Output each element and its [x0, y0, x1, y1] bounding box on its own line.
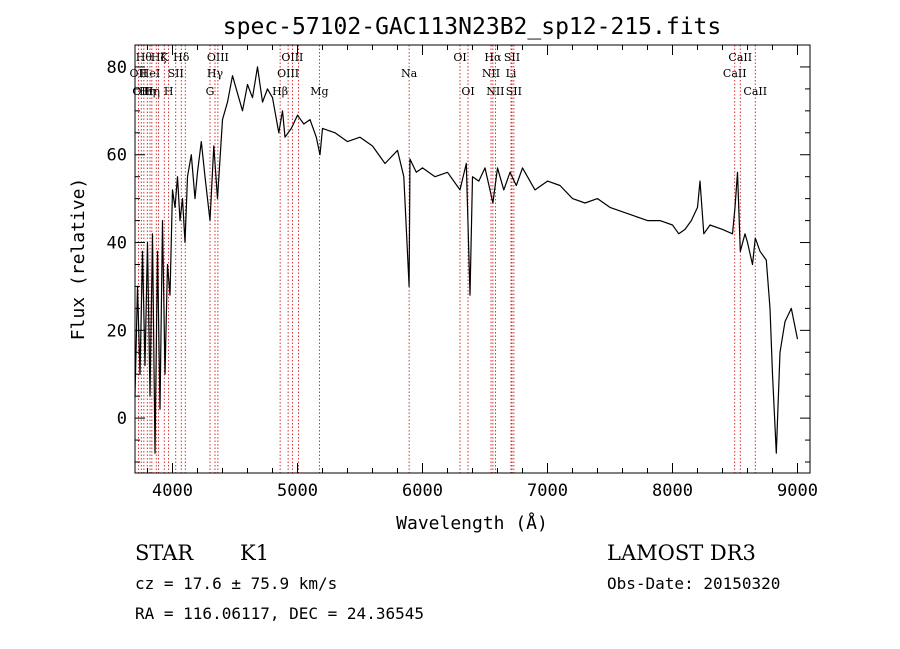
y-tick-label: 20: [107, 321, 127, 341]
line-marker-label: Hβ: [272, 85, 288, 98]
line-marker-label: Hη: [144, 85, 160, 98]
object-subclass: K1: [240, 541, 269, 565]
y-axis-ticks: 0 20 40 60 80: [107, 58, 810, 463]
line-marker-label: Hγ: [207, 67, 224, 80]
line-marker-label: K: [160, 51, 169, 64]
line-marker-label: Hα: [484, 51, 502, 64]
line-marker-label: OIII: [207, 51, 229, 64]
line-marker-label: OIII: [277, 67, 299, 80]
line-marker-label: OII: [130, 67, 148, 80]
coordinates: RA = 116.06117, DEC = 24.36545: [135, 604, 424, 623]
line-marker-label: SII: [504, 51, 520, 64]
survey-name: LAMOST DR3: [607, 541, 756, 565]
x-axis-label: Wavelength (Å): [396, 512, 548, 534]
obs-date: Obs-Date: 20150320: [607, 574, 780, 593]
x-tick-label: 5000: [277, 481, 318, 501]
line-marker-label: H: [164, 85, 174, 98]
line-marker-label: Mg: [310, 85, 328, 98]
object-class: STAR: [135, 541, 194, 565]
plot-frame: [134, 44, 811, 474]
line-marker-label: SII: [168, 67, 184, 80]
x-axis-ticks: 4000 5000 6000 7000 8000 9000: [147, 45, 818, 501]
line-marker-labels: OII OII Hθ Hη HeI Hη HζK H SII Hδ G Hγ OIII Hβ OIII OII…: [130, 51, 768, 98]
line-marker-label: CaII: [743, 85, 767, 98]
line-marker-label: OI: [461, 85, 474, 98]
chart-title: spec-57102-GAC113N23B2_sp12-215.fits: [223, 14, 722, 40]
y-tick-label: 40: [107, 234, 127, 254]
line-marker-label: CaII: [723, 67, 747, 80]
x-tick-label: 7000: [527, 481, 568, 501]
line-marker-label: Hθ: [136, 51, 153, 64]
line-marker-label: NII: [486, 85, 504, 98]
line-marker-label: G: [206, 85, 215, 98]
line-marker-label: OII: [132, 85, 150, 98]
y-tick-label: 0: [117, 409, 127, 429]
line-marker-label: SII: [506, 85, 522, 98]
line-marker-label: HeI: [140, 67, 160, 80]
line-marker-label: Li: [506, 67, 517, 80]
x-tick-label: 9000: [777, 481, 818, 501]
redshift-text: cz = 17.6 ± 75.9 km/s: [135, 574, 337, 593]
spectrum-series-line: [134, 66, 799, 454]
x-tick-label: 4000: [152, 481, 193, 501]
line-markers: [137, 45, 756, 473]
line-marker-label: OIII: [281, 51, 303, 64]
y-tick-label: 60: [107, 146, 127, 166]
y-axis-label: Flux (relative): [68, 178, 89, 341]
line-marker-label: Hη: [139, 85, 155, 98]
x-tick-label: 6000: [402, 481, 443, 501]
line-marker-label: Hζ: [151, 51, 167, 64]
line-marker-label: Hδ: [173, 51, 190, 64]
y-tick-label: 80: [107, 58, 127, 78]
line-marker-label: OI: [453, 51, 466, 64]
line-marker-label: NII: [482, 67, 500, 80]
line-marker-label: Na: [401, 67, 418, 80]
x-tick-label: 8000: [652, 481, 693, 501]
line-marker-label: CaII: [728, 51, 752, 64]
